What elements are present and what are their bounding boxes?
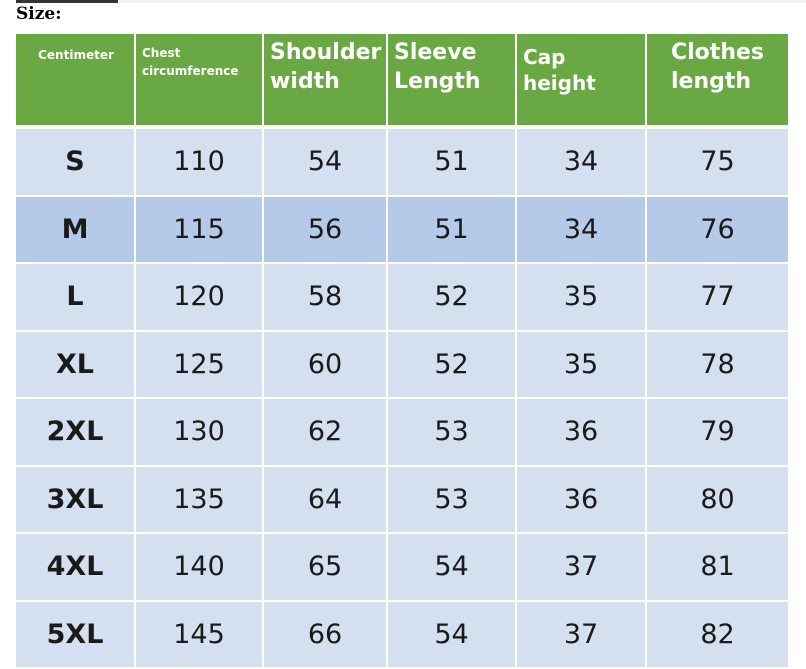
value-cell: 54 [263,129,388,197]
size-cell: 5XL [16,600,136,669]
value-cell: 51 [387,129,517,197]
size-cell: 3XL [16,465,136,534]
size-chart-table: Centimeter Chest circumference Shoulder … [16,34,788,669]
value-cell: 81 [646,533,788,602]
value-cell: 78 [646,330,788,399]
value-cell: 53 [387,465,517,534]
size-cell: 4XL [16,533,136,602]
value-cell: 82 [646,600,788,669]
value-cell: 56 [263,195,388,264]
top-divider [118,0,806,3]
header-cell: Chest circumference [135,34,264,125]
table-row: S 110 54 51 34 75 [16,129,788,197]
table-row: 4XL 140 65 54 37 81 [16,533,788,602]
header-row: Centimeter Chest circumference Shoulder … [16,34,788,125]
value-cell: 36 [516,465,647,534]
value-cell: 37 [516,600,647,669]
value-cell: 62 [263,398,388,467]
table-row: L 120 58 52 35 77 [16,263,788,332]
value-cell: 135 [135,465,264,534]
value-cell: 110 [135,129,264,197]
size-cell: L [16,263,136,332]
table-row: 2XL 130 62 53 36 79 [16,398,788,467]
value-cell: 120 [135,263,264,332]
value-cell: 35 [516,263,647,332]
value-cell: 36 [516,398,647,467]
value-cell: 140 [135,533,264,602]
value-cell: 35 [516,330,647,399]
value-cell: 66 [263,600,388,669]
page-title: Size: [16,4,62,24]
value-cell: 65 [263,533,388,602]
size-cell: XL [16,330,136,399]
value-cell: 145 [135,600,264,669]
value-cell: 37 [516,533,647,602]
value-cell: 34 [516,129,647,197]
value-cell: 75 [646,129,788,197]
header-cell: Centimeter [16,34,136,125]
value-cell: 52 [387,263,517,332]
size-cell: S [16,129,136,197]
top-dark-bar [16,0,118,3]
value-cell: 58 [263,263,388,332]
value-cell: 53 [387,398,517,467]
value-cell: 51 [387,195,517,264]
value-cell: 130 [135,398,264,467]
header-cell: Shoulder width [263,34,388,125]
value-cell: 34 [516,195,647,264]
value-cell: 54 [387,533,517,602]
value-cell: 60 [263,330,388,399]
header-cell: Sleeve Length [387,34,517,125]
value-cell: 125 [135,330,264,399]
table-row: 3XL 135 64 53 36 80 [16,465,788,534]
table-row: XL 125 60 52 35 78 [16,330,788,399]
header-cell: Clothes length [646,34,788,125]
value-cell: 80 [646,465,788,534]
value-cell: 79 [646,398,788,467]
table-row: 5XL 145 66 54 37 82 [16,600,788,669]
value-cell: 54 [387,600,517,669]
value-cell: 76 [646,195,788,264]
value-cell: 77 [646,263,788,332]
table-row: M 115 56 51 34 76 [16,195,788,264]
size-cell: 2XL [16,398,136,467]
value-cell: 64 [263,465,388,534]
value-cell: 115 [135,195,264,264]
header-cell: Cap height [516,34,647,125]
size-cell: M [16,195,136,264]
value-cell: 52 [387,330,517,399]
